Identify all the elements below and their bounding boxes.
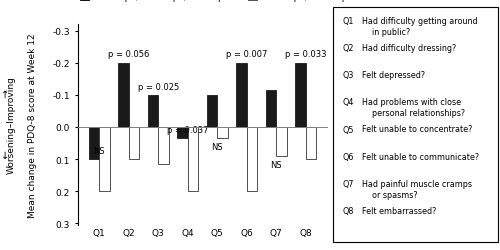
Bar [247, 128, 257, 192]
Bar [128, 128, 139, 160]
Text: Worsening–Improving: Worsening–Improving [6, 76, 16, 174]
Text: Q2: Q2 [342, 44, 354, 53]
Text: p = 0.025: p = 0.025 [138, 82, 179, 91]
Bar [218, 128, 228, 138]
Text: Had painful muscle cramps
    or spasms?: Had painful muscle cramps or spasms? [362, 179, 472, 199]
Text: p = 0.007: p = 0.007 [226, 50, 268, 59]
Text: NS: NS [270, 160, 282, 169]
Bar [236, 64, 247, 128]
Text: Q5: Q5 [342, 125, 354, 134]
Text: Mean change in PDQ-8 score at Week 12: Mean change in PDQ-8 score at Week 12 [28, 33, 37, 217]
Text: Q8: Q8 [342, 206, 354, 215]
Text: p = 0.033: p = 0.033 [285, 50, 327, 59]
Text: Q4: Q4 [342, 98, 354, 107]
Bar [306, 128, 316, 160]
Text: Q1: Q1 [342, 17, 354, 26]
Bar [266, 90, 276, 128]
Legend: Levodopa/carbidopa/entacapone, Levodopa/carbidopa: Levodopa/carbidopa/entacapone, Levodopa/… [80, 0, 352, 2]
Text: Felt unable to communicate?: Felt unable to communicate? [362, 152, 480, 161]
Text: NS: NS [212, 143, 223, 152]
Bar [89, 128, 99, 160]
Text: Had difficulty dressing?: Had difficulty dressing? [362, 44, 456, 53]
Bar [207, 96, 218, 128]
Bar [158, 128, 168, 164]
Text: Felt depressed?: Felt depressed? [362, 71, 426, 80]
Text: Felt embarrassed?: Felt embarrassed? [362, 206, 436, 215]
Text: ↑: ↑ [1, 90, 9, 100]
Text: Q7: Q7 [342, 179, 354, 188]
Text: NS: NS [94, 146, 105, 155]
Text: Had difficulty getting around
    in public?: Had difficulty getting around in public? [362, 17, 478, 36]
Text: p = 0.056: p = 0.056 [108, 50, 150, 59]
Text: p = 0.037: p = 0.037 [167, 126, 208, 134]
Bar [178, 128, 188, 138]
Bar [99, 128, 110, 192]
Bar [188, 128, 198, 192]
Bar [118, 64, 128, 128]
Text: ↓: ↓ [1, 150, 9, 160]
Text: Q6: Q6 [342, 152, 354, 161]
Bar [296, 64, 306, 128]
Bar [276, 128, 286, 156]
Text: Felt unable to concentrate?: Felt unable to concentrate? [362, 125, 472, 134]
Bar [148, 96, 158, 128]
Text: Q3: Q3 [342, 71, 354, 80]
Text: Had problems with close
    personal relationships?: Had problems with close personal relatio… [362, 98, 466, 118]
